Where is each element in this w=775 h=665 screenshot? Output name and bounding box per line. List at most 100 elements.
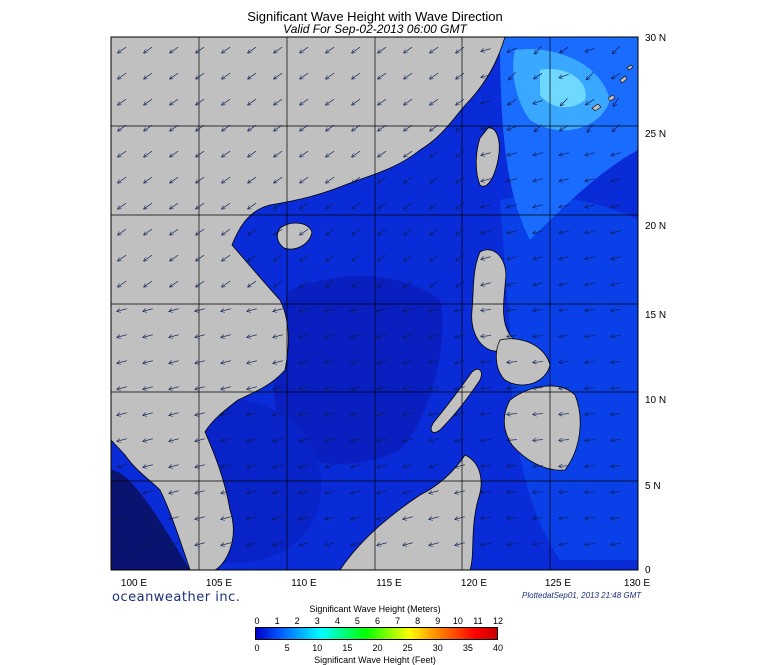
wave-arrow — [611, 310, 622, 311]
wave-arrow — [429, 517, 439, 520]
wave-arrow — [169, 387, 179, 390]
wave-arrow — [143, 335, 153, 338]
wave-arrow — [352, 124, 361, 131]
wave-arrow — [430, 98, 439, 105]
chart-title: Significant Wave Height with Wave Direct… — [247, 9, 503, 24]
wave-arrow — [429, 413, 439, 416]
wave-arrow — [274, 176, 283, 183]
wave-arrow — [378, 124, 387, 131]
wave-arrow — [585, 153, 595, 156]
wave-arrow — [377, 361, 387, 364]
meter-tick: 6 — [374, 616, 380, 626]
meter-tick: 2 — [294, 616, 300, 626]
wave-arrow — [351, 309, 361, 312]
wave-arrow — [195, 517, 205, 520]
wave-arrow — [273, 361, 283, 364]
wave-arrow — [248, 176, 257, 183]
wave-arrow — [559, 362, 570, 363]
wave-arrow — [143, 543, 153, 546]
wave-arrow — [118, 280, 127, 287]
wave-arrow — [430, 202, 439, 209]
wave-arrow — [196, 202, 205, 209]
wave-arrow — [403, 439, 413, 442]
wave-arrow — [481, 388, 492, 389]
wave-arrow — [351, 361, 361, 364]
wave-arrow — [326, 98, 335, 105]
wave-arrow — [559, 153, 569, 156]
wave-arrow — [143, 387, 153, 390]
wave-arrow — [195, 387, 205, 390]
wave-arrow — [118, 150, 127, 157]
wave-arrow — [585, 310, 596, 311]
wave-arrow — [299, 465, 309, 468]
wave-arrow — [559, 205, 569, 208]
wave-arrow — [274, 280, 283, 287]
wave-arrow — [221, 335, 231, 338]
wave-arrow — [352, 202, 361, 209]
wave-arrow — [325, 491, 335, 494]
ryukyu-islands — [591, 64, 634, 112]
wave-arrow — [247, 491, 257, 494]
wave-arrow — [378, 150, 387, 157]
wave-arrow — [274, 254, 283, 261]
wave-direction-arrows — [117, 46, 622, 546]
wave-arrow — [585, 518, 596, 519]
wave-arrow — [481, 362, 492, 363]
wave-arrow — [533, 362, 544, 363]
wave-arrow — [456, 46, 465, 53]
wave-arrow — [611, 388, 622, 389]
wave-arrow — [117, 309, 127, 312]
wave-arrow — [118, 46, 127, 53]
wave-arrow — [144, 150, 153, 157]
wave-arrow — [143, 491, 153, 494]
lower-wave-zone — [273, 276, 443, 464]
meter-tick: 3 — [314, 616, 320, 626]
wave-arrow — [404, 228, 413, 235]
wave-arrow — [481, 518, 492, 519]
wave-arrow — [352, 98, 361, 105]
wave-arrow — [507, 205, 517, 208]
wave-arrow — [481, 153, 491, 156]
wave-arrow — [351, 439, 361, 442]
meter-tick: 5 — [354, 616, 360, 626]
wave-arrow — [611, 544, 622, 545]
wave-arrow — [481, 492, 492, 493]
wave-arrow — [481, 414, 492, 415]
wave-arrow — [352, 254, 361, 261]
wave-arrow — [248, 150, 257, 157]
wave-arrow — [299, 387, 309, 390]
lon-label: 110 E — [291, 578, 317, 589]
wave-arrow — [456, 280, 465, 287]
wave-arrow — [144, 46, 153, 53]
mindanao-island — [503, 385, 581, 471]
wave-arrow — [247, 387, 257, 390]
wave-arrow — [195, 439, 205, 442]
wave-arrow — [429, 335, 439, 338]
wave-arrow — [455, 465, 465, 468]
asia-mainland — [111, 37, 506, 570]
wave-arrow — [403, 517, 413, 520]
wave-arrow — [221, 361, 231, 364]
lat-label: 5 N — [645, 481, 661, 492]
wave-arrow — [273, 517, 283, 520]
wave-arrow — [404, 150, 413, 157]
wave-arrow — [430, 176, 439, 183]
wave-arrow — [377, 517, 387, 520]
wave-arrow — [169, 439, 179, 442]
wave-arrow — [117, 439, 127, 442]
wave-arrow — [456, 228, 465, 235]
colorbar — [255, 627, 498, 640]
wave-arrow — [533, 414, 544, 415]
wave-arrow — [378, 98, 387, 105]
meter-tick: 10 — [452, 616, 463, 626]
meter-tick: 9 — [435, 616, 441, 626]
wave-arrow — [273, 335, 283, 338]
wave-arrow — [404, 202, 413, 209]
lon-label: 125 E — [545, 578, 571, 589]
wave-arrow — [507, 125, 517, 129]
wave-arrow — [325, 335, 335, 338]
wave-arrow — [118, 124, 127, 131]
wave-arrow — [430, 228, 439, 235]
wave-arrow — [533, 231, 543, 234]
wave-arrow — [429, 465, 439, 468]
